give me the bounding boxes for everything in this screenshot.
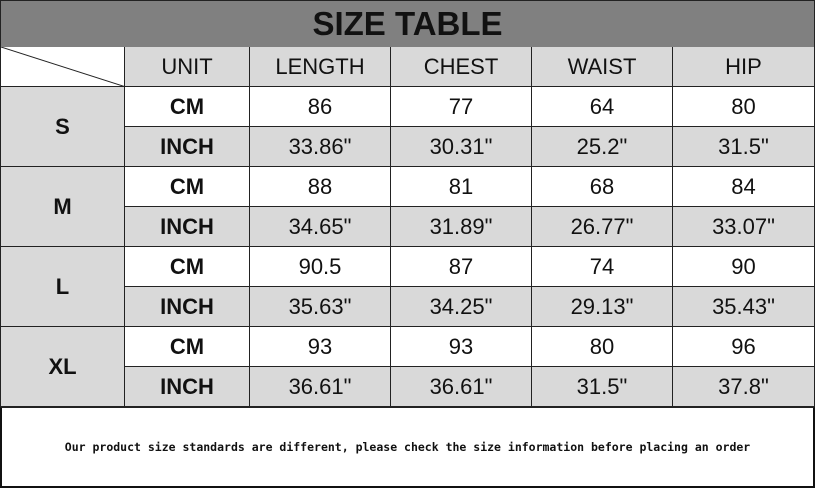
inch-value: 37.8" — [673, 367, 815, 407]
unit-cm: CM — [125, 247, 250, 287]
column-header-length: LENGTH — [250, 47, 391, 87]
unit-inch: INCH — [125, 127, 250, 167]
cm-value: 93 — [250, 327, 391, 367]
inch-value: 25.2" — [532, 127, 673, 167]
corner-diagonal-cell — [0, 47, 126, 87]
unit-cm: CM — [125, 87, 250, 127]
cm-value: 77 — [391, 87, 532, 127]
cm-value: 96 — [673, 327, 815, 367]
cm-value: 80 — [673, 87, 815, 127]
size-label-m: M — [0, 167, 125, 247]
cm-value: 86 — [250, 87, 391, 127]
column-header-waist: WAIST — [532, 47, 673, 87]
column-header-chest: CHEST — [391, 47, 532, 87]
inch-value: 33.07" — [673, 207, 815, 247]
unit-inch: INCH — [125, 207, 250, 247]
size-label-l: L — [0, 247, 125, 327]
table-title: SIZE TABLE — [0, 0, 815, 48]
cm-value: 90 — [673, 247, 815, 287]
unit-cm: CM — [125, 327, 250, 367]
inch-value: 34.65" — [250, 207, 391, 247]
cm-value: 88 — [250, 167, 391, 207]
size-label-xl: XL — [0, 327, 125, 407]
column-header-unit: UNIT — [125, 47, 250, 87]
inch-value: 36.61" — [250, 367, 391, 407]
size-label-s: S — [0, 87, 125, 167]
inch-value: 35.63" — [250, 287, 391, 327]
inch-value: 31.5" — [532, 367, 673, 407]
unit-inch: INCH — [125, 287, 250, 327]
unit-cm: CM — [125, 167, 250, 207]
cm-value: 81 — [391, 167, 532, 207]
cm-value: 84 — [673, 167, 815, 207]
cm-value: 80 — [532, 327, 673, 367]
cm-value: 87 — [391, 247, 532, 287]
inch-value: 31.5" — [673, 127, 815, 167]
inch-value: 36.61" — [391, 367, 532, 407]
column-header-hip: HIP — [673, 47, 815, 87]
size-table: UNIT LENGTH CHEST WAIST HIP S CM 86 77 64 80 INCH 33… — [0, 47, 815, 407]
inch-value: 30.31" — [391, 127, 532, 167]
cm-value: 74 — [532, 247, 673, 287]
cm-value: 68 — [532, 167, 673, 207]
inch-value: 31.89" — [391, 207, 532, 247]
cm-value: 90.5 — [250, 247, 391, 287]
unit-inch: INCH — [125, 367, 250, 407]
cm-value: 64 — [532, 87, 673, 127]
inch-value: 26.77" — [532, 207, 673, 247]
inch-value: 35.43" — [673, 287, 815, 327]
inch-value: 33.86" — [250, 127, 391, 167]
footer-note: Our product size standards are different… — [0, 407, 815, 488]
cm-value: 93 — [391, 327, 532, 367]
inch-value: 34.25" — [391, 287, 532, 327]
inch-value: 29.13" — [532, 287, 673, 327]
